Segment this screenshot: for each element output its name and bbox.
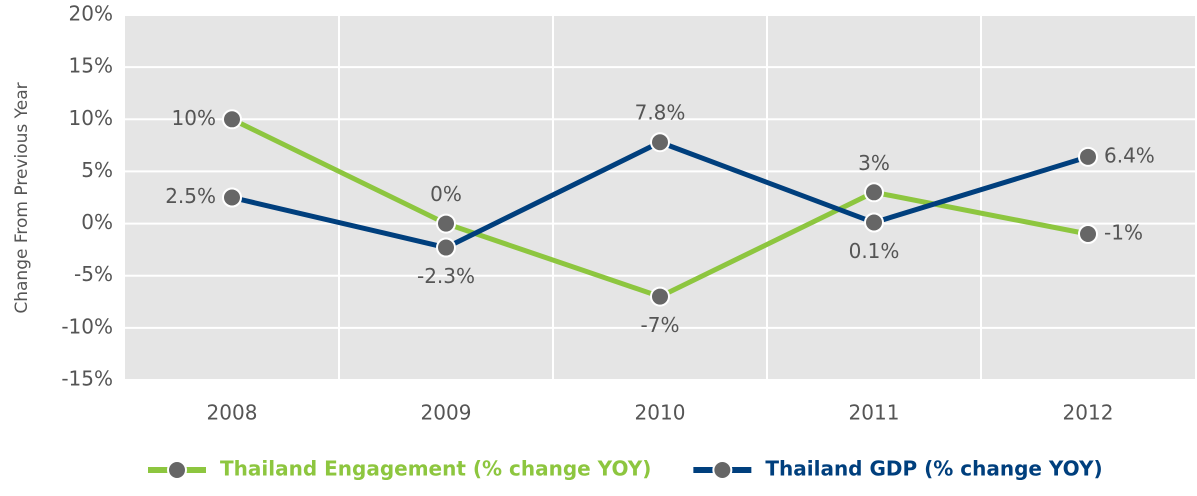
point (436, 213, 456, 234)
data-label: 3% (858, 151, 890, 175)
y-tick-label: -10% (61, 314, 113, 338)
point (222, 109, 242, 130)
x-tick-label: 2010 (635, 401, 686, 425)
y-tick-label: 10% (69, 106, 113, 130)
legend-marker (712, 460, 733, 480)
legend-text: Thailand GDP (% change YOY) (765, 457, 1102, 481)
data-label: 0% (430, 182, 462, 206)
data-label: 7.8% (635, 101, 686, 125)
point (1078, 146, 1098, 167)
y-tick-label: 0% (81, 210, 113, 234)
y-tick-label: 15% (69, 54, 113, 78)
point (436, 237, 456, 258)
data-label: -2.3% (417, 264, 475, 288)
legend-text: Thailand Engagement (% change YOY) (220, 457, 651, 481)
data-label: 2.5% (165, 184, 216, 208)
point (650, 132, 670, 153)
point (864, 182, 884, 203)
y-tick-label: -15% (61, 367, 113, 391)
y-tick-label: -5% (74, 262, 113, 286)
x-tick-label: 2009 (421, 401, 472, 425)
x-tick-label: 2008 (207, 401, 258, 425)
data-label: 0.1% (849, 239, 900, 263)
data-label: -1% (1104, 221, 1143, 245)
x-tick-label: 2012 (1063, 401, 1114, 425)
y-axis-label: Change From Previous Year (12, 82, 32, 313)
point (650, 286, 670, 307)
point (1078, 224, 1098, 244)
data-label: 10% (172, 106, 216, 130)
data-label: -7% (641, 313, 680, 337)
point (864, 212, 884, 233)
data-label: 6.4% (1104, 143, 1155, 167)
y-tick-label: 5% (81, 158, 113, 182)
point (222, 187, 242, 208)
x-tick-label: 2011 (849, 401, 900, 425)
plot-area (125, 15, 1195, 380)
y-tick-label: 20% (69, 2, 113, 26)
legend-marker (167, 460, 187, 480)
